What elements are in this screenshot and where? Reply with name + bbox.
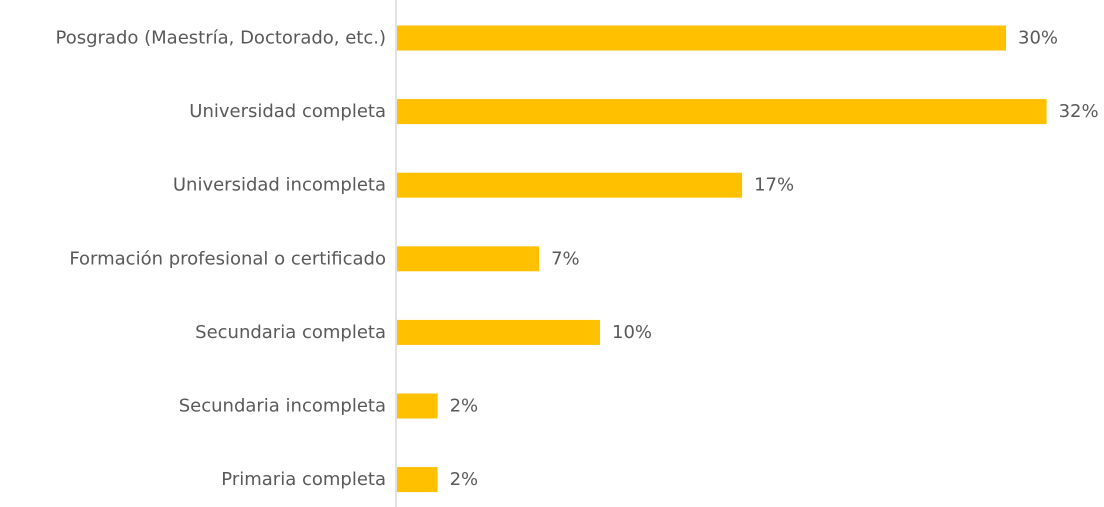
category-label: Universidad incompleta — [173, 175, 386, 196]
bars-layer — [397, 25, 1047, 493]
bar — [397, 25, 1006, 51]
bar — [397, 172, 743, 198]
data-label: 2% — [450, 396, 479, 417]
bar — [397, 467, 438, 493]
bar — [397, 246, 540, 272]
category-label: Universidad completa — [189, 101, 386, 122]
category-label: Secundaria completa — [195, 322, 386, 343]
labels-layer: Posgrado (Maestría, Doctorado, etc.) 30% U… — [55, 28, 1098, 491]
bar — [397, 393, 438, 419]
bar — [397, 319, 600, 345]
bar — [397, 99, 1047, 125]
category-label: Secundaria incompleta — [179, 396, 386, 417]
category-label: Primaria completa — [221, 469, 386, 490]
data-label: 17% — [754, 175, 794, 196]
category-label: Formación profesional o certificado — [69, 248, 386, 269]
data-label: 2% — [450, 469, 479, 490]
data-label: 30% — [1018, 28, 1058, 49]
data-label: 32% — [1059, 101, 1099, 122]
data-label: 10% — [612, 322, 652, 343]
data-label: 7% — [551, 248, 580, 269]
category-label: Posgrado (Maestría, Doctorado, etc.) — [55, 28, 386, 49]
